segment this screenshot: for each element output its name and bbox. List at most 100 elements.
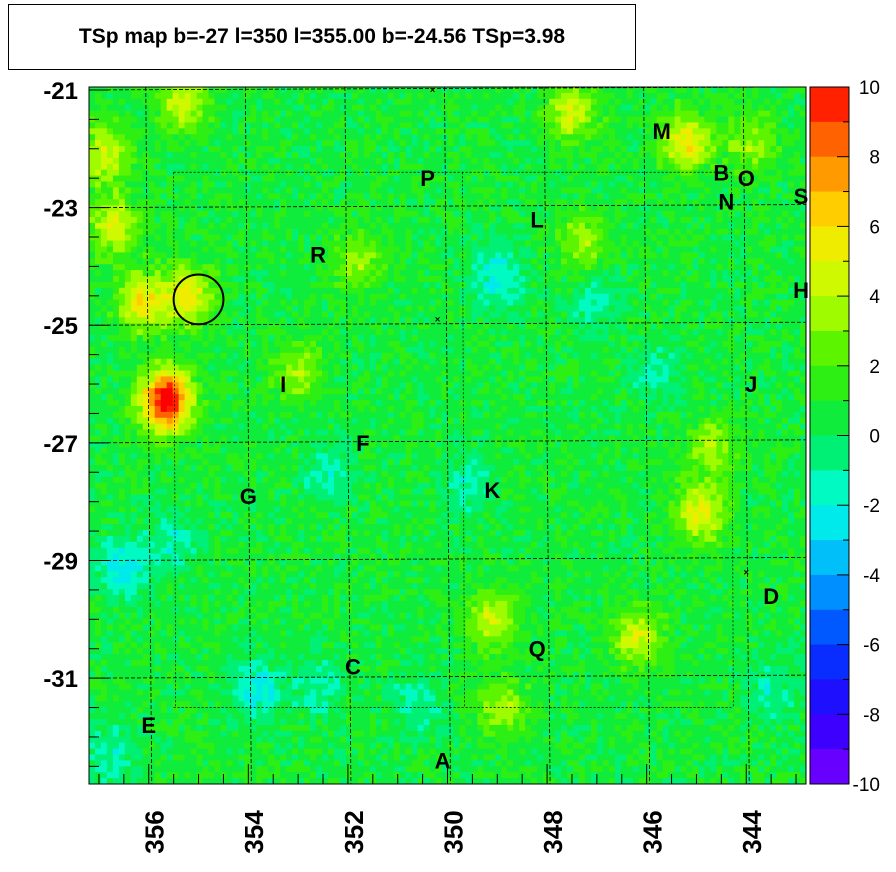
heatmap-cell xyxy=(136,140,144,147)
heatmap-cell xyxy=(734,169,741,177)
heatmap-cell xyxy=(124,163,132,171)
heatmap-cell xyxy=(692,299,699,307)
heatmap-cell xyxy=(650,205,658,212)
heatmap-cell xyxy=(339,323,347,330)
heatmap-cell xyxy=(142,211,150,218)
heatmap-cell xyxy=(465,299,472,307)
heatmap-cell xyxy=(459,87,466,94)
heatmap-cell xyxy=(692,175,699,183)
heatmap-cell xyxy=(692,234,699,242)
heatmap-cell xyxy=(764,92,771,100)
heatmap-cell xyxy=(674,199,682,206)
heatmap-cell xyxy=(764,199,771,206)
heatmap-cell xyxy=(250,116,257,123)
heatmap-cell xyxy=(118,175,126,183)
heatmap-cell xyxy=(704,305,711,312)
heatmap-cell xyxy=(89,222,96,230)
heatmap-cell xyxy=(572,252,580,259)
heatmap-cell xyxy=(728,146,735,153)
heatmap-cell xyxy=(722,163,729,171)
heatmap-cell xyxy=(196,252,204,259)
heatmap-cell xyxy=(632,104,640,112)
heatmap-cell xyxy=(196,163,204,171)
heatmap-cell xyxy=(118,98,126,106)
heatmap-cell xyxy=(477,305,484,312)
heatmap-cell xyxy=(381,317,389,324)
heatmap-cell xyxy=(686,187,693,194)
heatmap-cell xyxy=(722,293,729,301)
heatmap-cell xyxy=(417,211,425,218)
heatmap-cell xyxy=(387,116,395,123)
heatmap-cell xyxy=(100,287,108,295)
heatmap-cell xyxy=(626,228,634,236)
heatmap-cell xyxy=(190,157,198,165)
heatmap-cell xyxy=(94,270,102,277)
heatmap-cell xyxy=(196,270,204,277)
heatmap-cell xyxy=(632,293,640,301)
heatmap-cell xyxy=(190,287,198,295)
heatmap-cell xyxy=(124,299,132,307)
heatmap-cell xyxy=(363,146,371,153)
heatmap-cell xyxy=(710,87,717,94)
heatmap-cell xyxy=(160,234,168,242)
heatmap-cell xyxy=(686,134,693,141)
heatmap-cell xyxy=(644,151,652,159)
heatmap-cell xyxy=(387,311,395,318)
heatmap-cell xyxy=(310,163,317,171)
heatmap-cell xyxy=(423,323,431,330)
heatmap-cell xyxy=(316,258,323,265)
heatmap-cell xyxy=(244,211,251,218)
heatmap-cell xyxy=(286,87,293,94)
heatmap-cell xyxy=(561,92,568,100)
heatmap-cell xyxy=(202,92,209,100)
heatmap-cell xyxy=(596,252,604,259)
heatmap-cell xyxy=(166,181,174,188)
heatmap-cell xyxy=(172,193,180,200)
heatmap-cell xyxy=(584,305,592,312)
heatmap-cell xyxy=(190,211,198,218)
heatmap-cell xyxy=(262,169,269,177)
heatmap-cell xyxy=(632,240,640,247)
heatmap-cell xyxy=(716,264,723,271)
heatmap-cell xyxy=(620,98,628,106)
heatmap-cell xyxy=(268,258,275,265)
heatmap-cell xyxy=(256,281,263,289)
heatmap-cell xyxy=(662,98,670,106)
heatmap-cell xyxy=(537,240,544,247)
heatmap-cell xyxy=(555,317,562,324)
heatmap-cell xyxy=(489,151,496,159)
heatmap-cell xyxy=(316,311,323,318)
heatmap-cell xyxy=(590,270,598,277)
heatmap-cell xyxy=(567,116,574,123)
heatmap-cell xyxy=(280,264,287,271)
heatmap-cell xyxy=(130,98,138,106)
heatmap-cell xyxy=(495,252,502,259)
heatmap-cell xyxy=(668,246,676,253)
heatmap-cell xyxy=(124,104,132,112)
heatmap-cell xyxy=(602,146,610,153)
heatmap-cell xyxy=(567,305,574,312)
heatmap-cell xyxy=(166,252,174,259)
heatmap-cell xyxy=(256,187,263,194)
heatmap-cell xyxy=(656,317,664,324)
heatmap-cell xyxy=(453,169,460,177)
heatmap-cell xyxy=(112,128,120,135)
heatmap-cell xyxy=(154,140,162,147)
heatmap-cell xyxy=(608,128,616,135)
heatmap-cell xyxy=(154,175,162,183)
heatmap-cell xyxy=(465,187,472,194)
heatmap-cell xyxy=(788,299,795,307)
heatmap-cell xyxy=(411,205,419,212)
heatmap-cell xyxy=(100,128,108,135)
heatmap-cell xyxy=(638,240,646,247)
heatmap-cell xyxy=(441,276,448,283)
heatmap-cell xyxy=(644,234,652,242)
heatmap-cell xyxy=(662,104,670,112)
heatmap-cell xyxy=(704,122,711,129)
heatmap-cell xyxy=(160,193,168,200)
heatmap-cell xyxy=(680,246,687,253)
heatmap-cell xyxy=(124,157,132,165)
heatmap-cell xyxy=(411,270,419,277)
heatmap-cell xyxy=(363,193,371,200)
heatmap-cell xyxy=(226,329,233,336)
